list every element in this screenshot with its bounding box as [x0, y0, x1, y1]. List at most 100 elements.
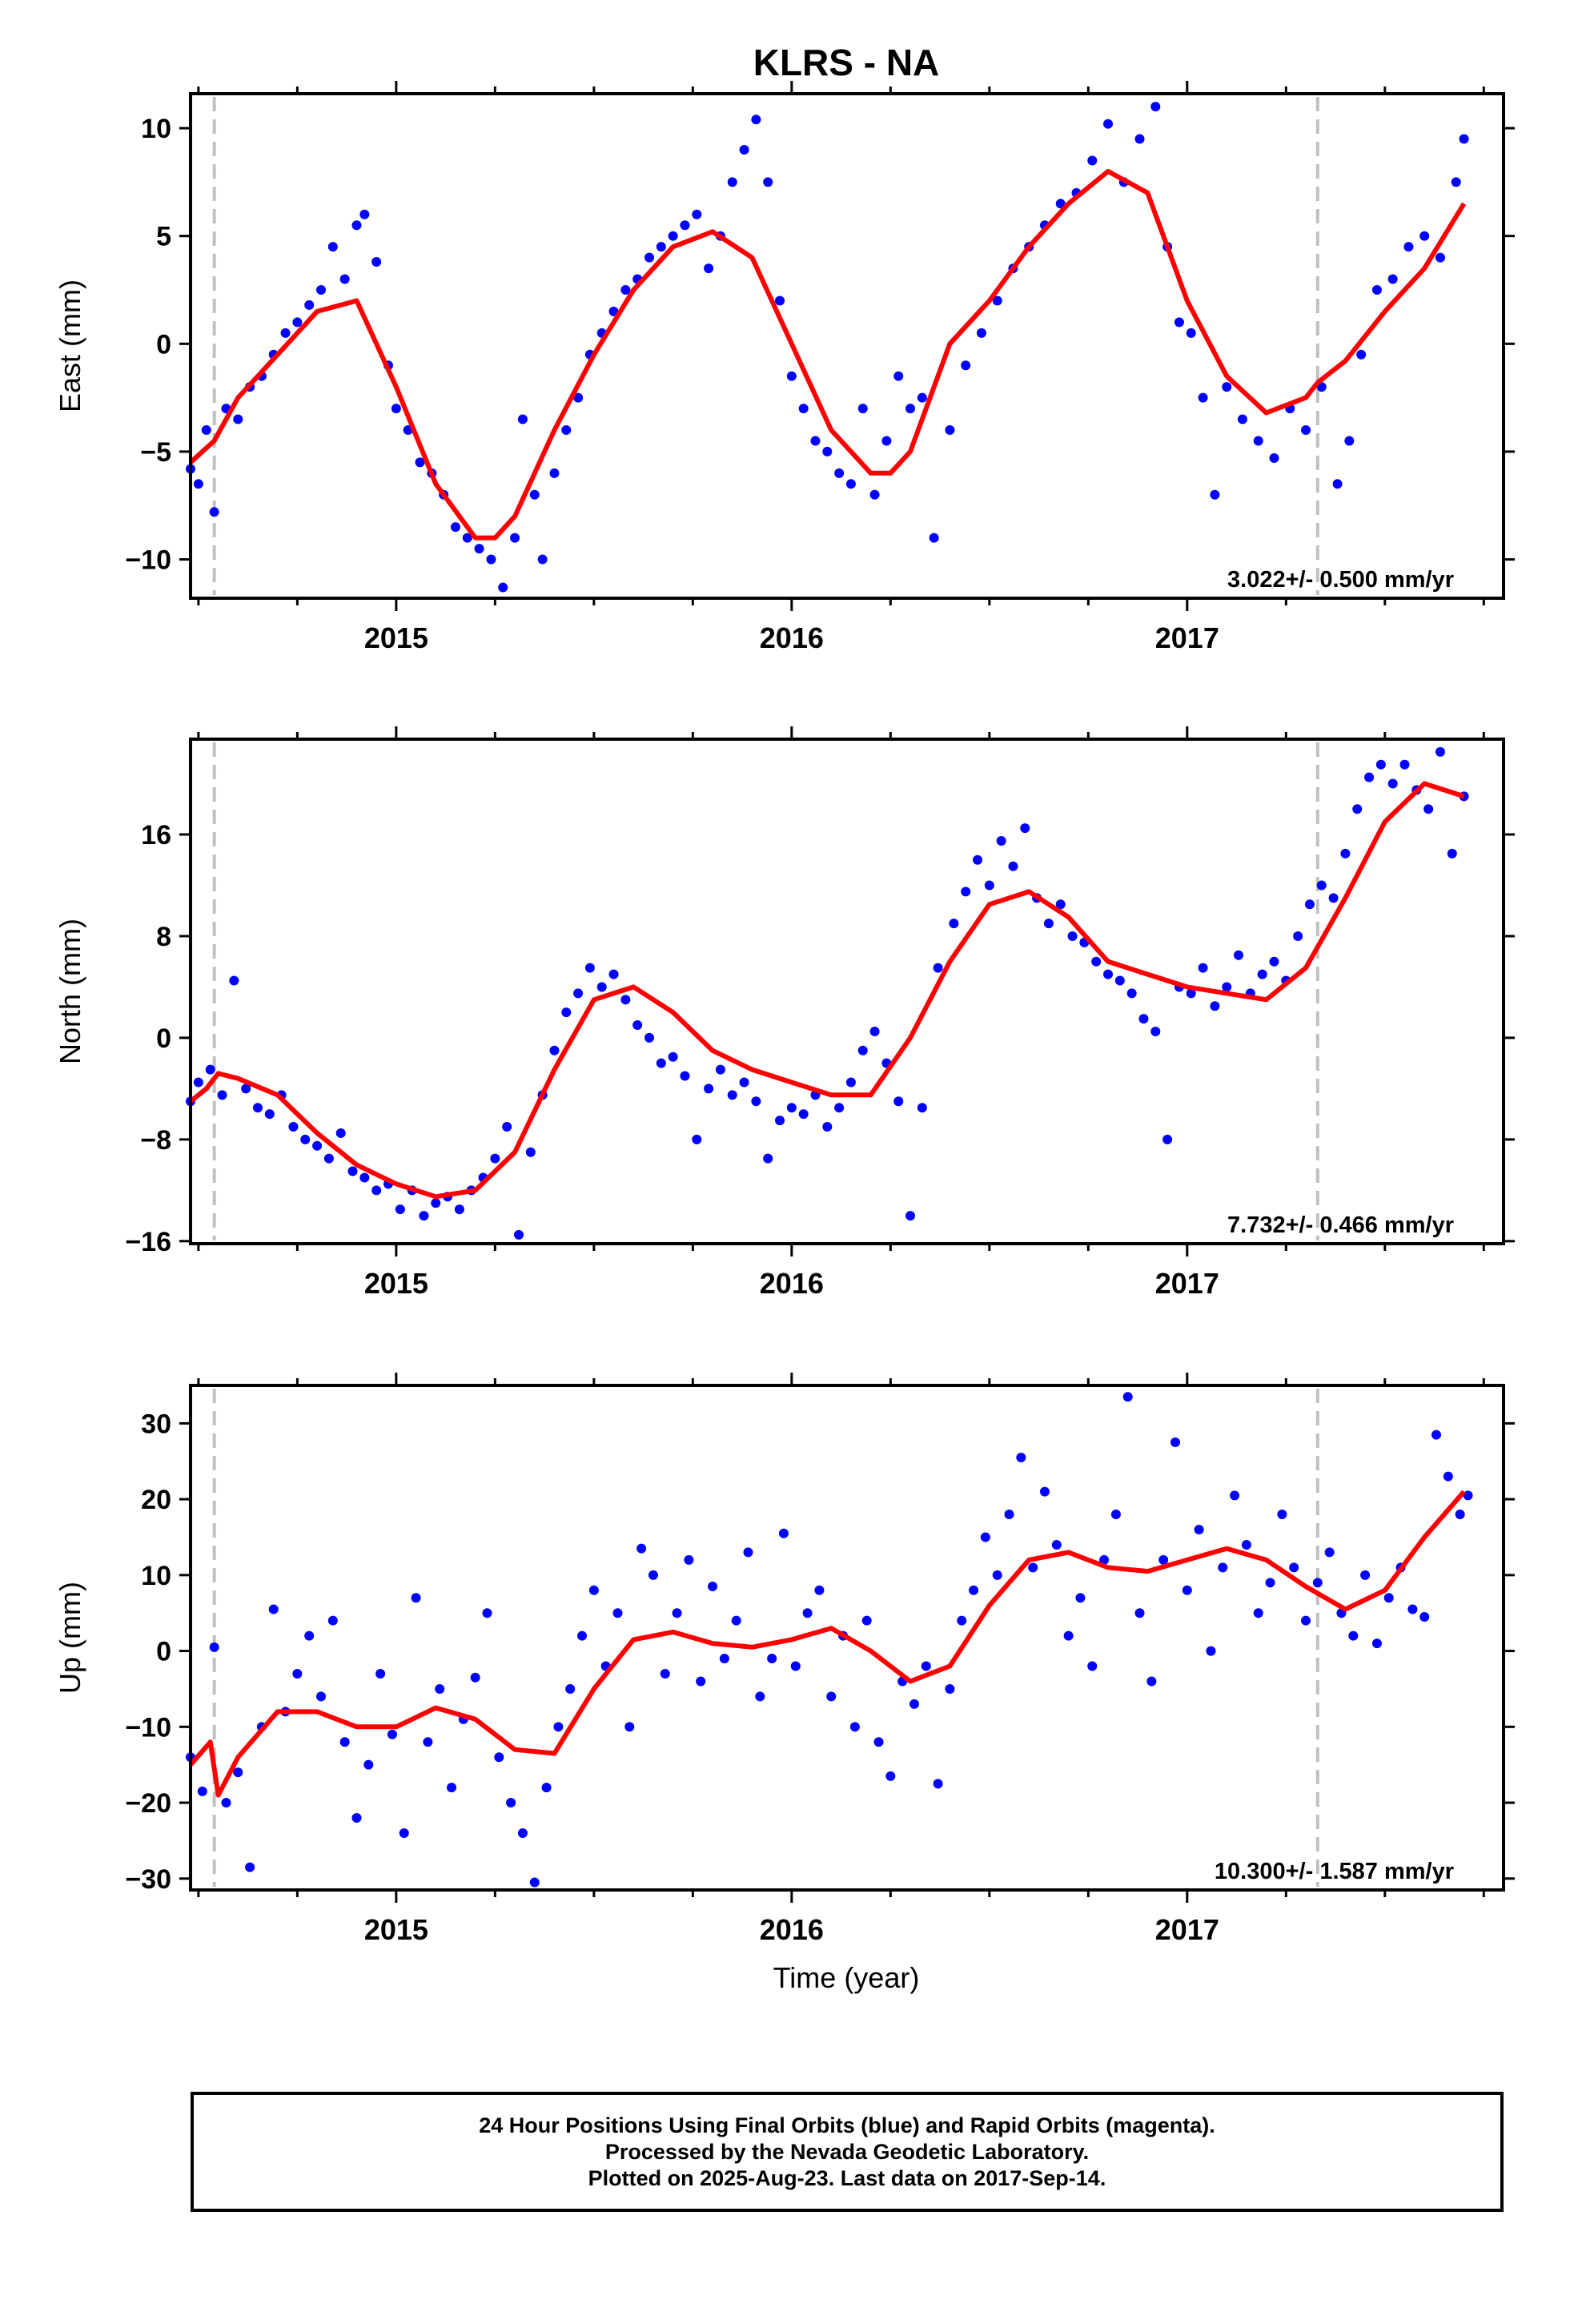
data-point: [1269, 956, 1279, 967]
data-point: [1451, 177, 1461, 187]
data-point: [197, 1786, 207, 1796]
data-point: [268, 1604, 279, 1614]
data-point: [684, 1554, 694, 1565]
data-point: [980, 1532, 990, 1542]
data-point: [1194, 1525, 1204, 1534]
data-point: [743, 1547, 753, 1558]
data-point: [1218, 1562, 1228, 1573]
data-point: [1435, 746, 1445, 757]
data-point: [660, 1669, 670, 1679]
data-point: [292, 317, 303, 328]
data-point: [1103, 119, 1114, 129]
data-point: [498, 582, 508, 593]
y-tick-label: −20: [125, 1788, 171, 1819]
data-point: [1234, 950, 1244, 960]
data-point: [577, 1630, 588, 1641]
data-point: [193, 1077, 203, 1088]
data-point: [636, 1543, 647, 1554]
data-point: [672, 1608, 682, 1618]
data-point: [680, 1071, 690, 1081]
data-point: [264, 1109, 275, 1120]
data-point: [1371, 1638, 1382, 1649]
data-point: [304, 1630, 315, 1641]
data-point: [1237, 414, 1247, 424]
data-point: [1087, 1661, 1098, 1671]
data-point: [1301, 425, 1311, 435]
data-point: [1383, 1593, 1394, 1603]
data-point: [1087, 155, 1098, 166]
data-point: [822, 1122, 833, 1132]
data-point: [529, 1877, 540, 1888]
data-point: [241, 1084, 251, 1094]
data-point: [845, 1077, 856, 1088]
data-point: [1289, 1562, 1299, 1573]
y-tick-label: −8: [140, 1125, 171, 1156]
data-point: [359, 209, 370, 219]
rate-label: 3.022+/- 0.500 mm/yr: [1227, 567, 1454, 593]
data-point: [323, 1153, 334, 1164]
data-point: [612, 1608, 623, 1618]
data-point: [1198, 392, 1208, 403]
data-point: [415, 457, 425, 468]
data-point: [857, 404, 868, 414]
data-point: [921, 1661, 931, 1671]
data-point: [976, 328, 986, 338]
data-point: [1332, 479, 1343, 489]
data-point: [826, 1691, 837, 1702]
data-point: [739, 145, 749, 155]
data-point: [719, 1654, 729, 1664]
data-point: [537, 554, 548, 565]
data-point: [775, 1116, 785, 1126]
data-point: [419, 1211, 429, 1221]
data-point: [814, 1585, 825, 1595]
data-point: [1356, 349, 1367, 360]
data-point: [1375, 759, 1386, 770]
data-point: [708, 1582, 718, 1592]
data-point: [447, 1783, 457, 1793]
data-point: [790, 1661, 801, 1671]
data-point: [1122, 1392, 1133, 1402]
data-point: [1114, 975, 1125, 986]
data-point: [632, 1020, 643, 1031]
data-point: [1435, 252, 1445, 263]
y-tick-label: −16: [125, 1227, 171, 1257]
data-point: [1344, 436, 1355, 446]
data-point: [1352, 804, 1363, 814]
data-point: [209, 507, 219, 517]
plot-frame: [189, 1384, 1505, 1892]
data-point: [525, 1147, 536, 1157]
data-point: [517, 1827, 528, 1838]
data-point: [193, 479, 203, 489]
data-point: [1253, 1608, 1263, 1618]
data-point: [704, 1084, 714, 1094]
data-point: [233, 1767, 243, 1778]
data-point: [1301, 1615, 1311, 1626]
data-point: [486, 554, 496, 565]
data-point: [201, 425, 211, 435]
data-point: [1222, 382, 1232, 392]
data-point: [1099, 1554, 1110, 1565]
data-point: [462, 533, 472, 543]
y-tick-label: −5: [140, 437, 171, 468]
y-tick-label: −30: [125, 1864, 171, 1895]
data-point: [474, 544, 484, 554]
data-point: [1423, 804, 1434, 814]
data-point: [644, 1032, 655, 1043]
data-point: [1206, 1646, 1216, 1656]
data-point: [221, 1798, 231, 1808]
data-point: [584, 963, 595, 973]
data-point: [849, 1722, 860, 1732]
data-point: [252, 1103, 263, 1113]
data-point: [873, 1737, 884, 1747]
data-point: [1158, 1554, 1169, 1565]
data-point: [490, 1153, 500, 1164]
data-point: [917, 1103, 927, 1113]
data-point: [304, 300, 315, 310]
data-point: [893, 1096, 904, 1107]
data-point: [992, 1570, 1002, 1580]
data-point: [335, 1128, 346, 1138]
data-point: [561, 425, 572, 435]
data-point: [1091, 956, 1102, 967]
rate-label: 10.300+/- 1.587 mm/yr: [1215, 1859, 1454, 1884]
